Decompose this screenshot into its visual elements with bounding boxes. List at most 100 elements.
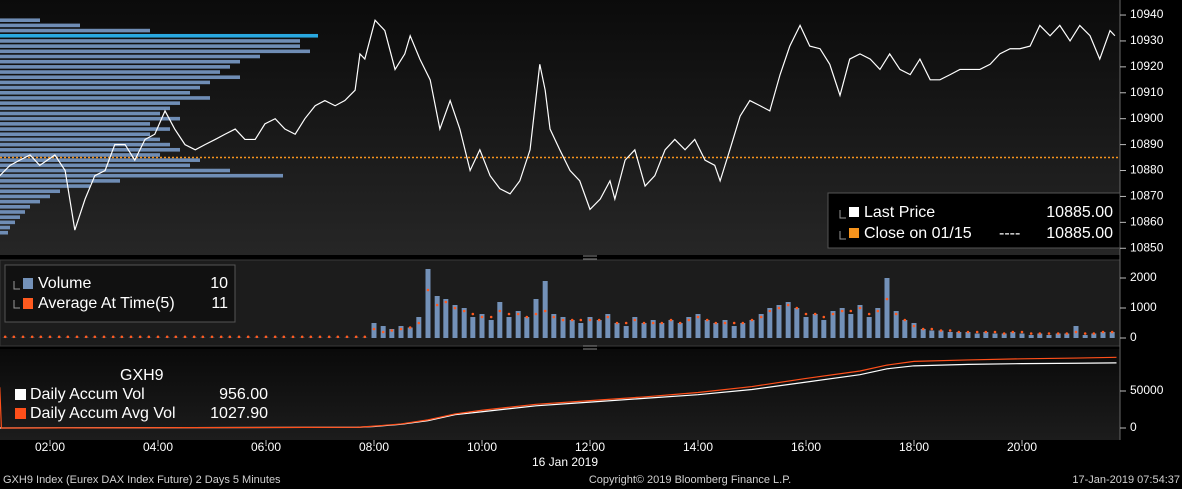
avg-dot (399, 327, 403, 331)
profile-bar (0, 59, 240, 64)
profile-bar (0, 153, 160, 157)
x-tick-label: 04:00 (143, 440, 173, 454)
avg-dot (1020, 330, 1024, 334)
legend-value: 1027.90 (210, 405, 268, 422)
volume-bar (398, 326, 404, 339)
volume-bar (632, 317, 638, 339)
x-tick-label: 06:00 (251, 440, 281, 454)
volume-bar (1055, 333, 1061, 339)
avg-dot (507, 312, 511, 316)
volume-bar (1019, 333, 1025, 339)
volume-bar (479, 314, 485, 339)
profile-bar (0, 111, 160, 116)
volume-bar (596, 320, 602, 339)
volume-bar (785, 301, 791, 339)
profile-bar (0, 106, 170, 111)
volume-bar (704, 320, 710, 339)
legend-label: Daily Accum Vol (30, 386, 145, 403)
y-tick-label: 10870 (1130, 189, 1164, 203)
x-tick-label: 08:00 (359, 440, 389, 454)
avg-dot (435, 303, 439, 307)
volume-bar (650, 320, 656, 339)
avg-dot (768, 309, 772, 313)
legend-swatch (23, 298, 33, 309)
volume-bar (695, 314, 701, 339)
avg-dot (309, 335, 313, 339)
profile-bar (0, 210, 25, 214)
avg-dot (633, 318, 637, 322)
avg-dot (759, 315, 763, 319)
line (0, 356, 1117, 429)
volume-bar (578, 323, 584, 339)
volume-bar (740, 323, 746, 339)
avg-dot (543, 309, 547, 313)
x-tick-label: 10:00 (467, 440, 497, 454)
avg-dot (1029, 332, 1033, 335)
profile-bar (0, 173, 283, 178)
avg-dot (3, 335, 7, 339)
y-tick-label: 10920 (1130, 59, 1164, 73)
avg-dot (669, 318, 673, 322)
y-tick-label: 50000 (1130, 383, 1164, 397)
profile-bar (0, 101, 180, 105)
profile-bar (0, 70, 220, 74)
volume-bar (1100, 332, 1106, 339)
volume-bar (767, 308, 773, 339)
profile-bar (0, 137, 160, 142)
avg-dot (885, 297, 889, 301)
profile-bar (0, 65, 230, 69)
avg-dot (147, 335, 151, 339)
avg-dot (1083, 332, 1087, 335)
avg-dot (219, 335, 223, 339)
profile-bar (0, 204, 30, 209)
avg-dot (21, 335, 25, 339)
volume-bar (515, 311, 521, 339)
avg-dot (453, 306, 457, 310)
avg-dot (696, 315, 700, 319)
avg-dot (894, 312, 898, 316)
avg-dot (795, 306, 799, 310)
avg-dot (741, 321, 745, 325)
footer-left: GXH9 Index (Eurex DAX Index Future) 2 Da… (3, 474, 281, 486)
avg-dot (156, 335, 160, 339)
profile-bar (0, 225, 10, 230)
y-tick-label: 2000 (1130, 270, 1157, 284)
volume-bar (407, 327, 413, 339)
avg-dot (732, 321, 736, 325)
volume-bar (713, 323, 719, 339)
avg-dot (570, 318, 574, 322)
profile-bar (0, 215, 20, 219)
avg-dot (552, 315, 556, 319)
avg-dot (975, 330, 979, 334)
profile-bar (0, 194, 50, 199)
avg-dot (282, 335, 286, 339)
profile-bar (0, 122, 150, 126)
volume-bar (839, 308, 845, 339)
legend-value: 956.00 (219, 386, 268, 403)
avg-dot (678, 321, 682, 325)
volume-bar (470, 317, 476, 339)
avg-dot (822, 315, 826, 319)
accum-panel (0, 349, 1120, 440)
chart-title: GXH9 (120, 367, 164, 384)
x-tick-label: 14:00 (683, 440, 713, 454)
y-tick-label: 10860 (1130, 215, 1164, 229)
volume-bar (389, 329, 395, 339)
avg-dot (84, 335, 88, 339)
profile-bar (0, 90, 190, 95)
avg-dot (228, 335, 232, 339)
volume-bar (371, 323, 377, 339)
profile-bar (0, 75, 240, 80)
legend-bracket (839, 210, 846, 240)
avg-dot (723, 321, 727, 325)
volume-bar (866, 317, 872, 339)
volume-bar (875, 308, 881, 339)
avg-dot (354, 335, 358, 339)
avg-dot (912, 324, 916, 328)
avg-dot (867, 312, 871, 316)
profile-bar (0, 96, 210, 100)
legend-swatch (23, 278, 33, 289)
legend-swatch (849, 228, 859, 238)
volume-bar (569, 320, 575, 339)
avg-dot (930, 327, 934, 331)
